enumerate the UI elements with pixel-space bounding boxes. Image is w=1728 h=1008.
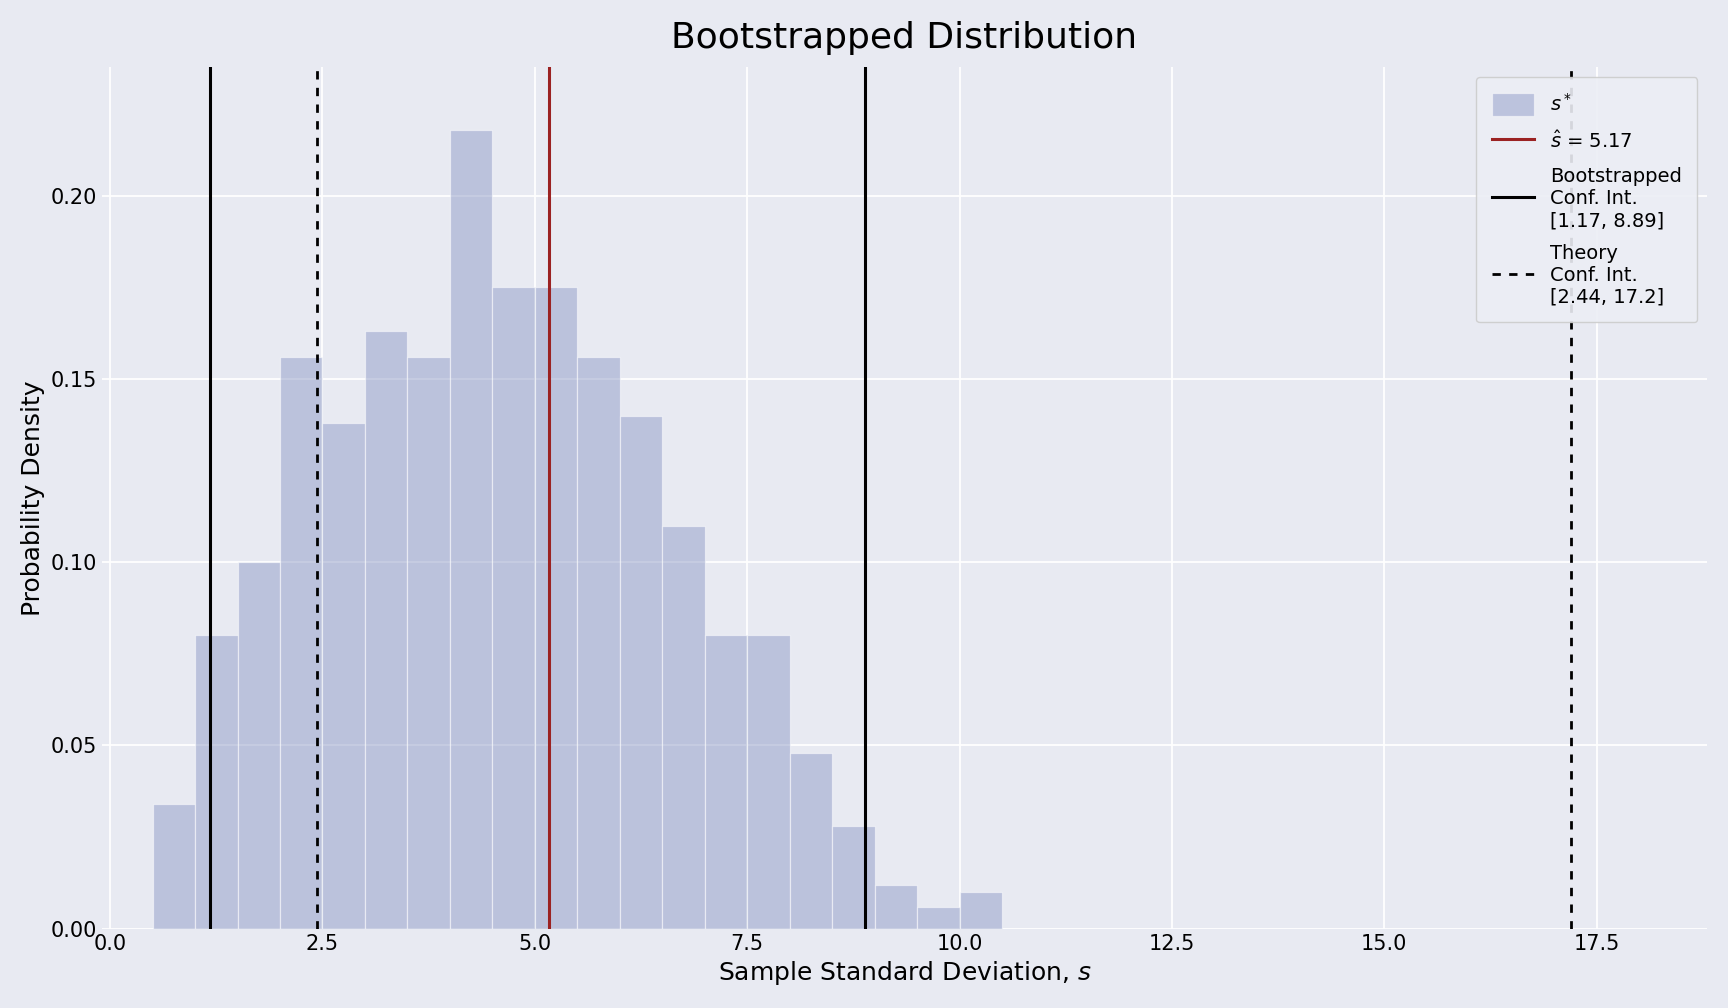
Bar [449,130,492,928]
Bar [874,885,918,928]
Bar [237,562,280,928]
Bar [323,423,365,928]
Legend: $s^*$, $\hat{s}$ = 5.17, Bootstrapped
Conf. Int.
[1.17, 8.89], Theory
Conf. Int.: $s^*$, $\hat{s}$ = 5.17, Bootstrapped Co… [1476,77,1697,323]
Bar [790,753,833,928]
Bar [152,804,195,928]
Y-axis label: Probability Density: Probability Density [21,380,45,616]
Bar [577,357,620,928]
Bar [280,357,323,928]
Bar [365,332,408,928]
Bar [195,635,237,928]
Bar [705,635,746,928]
Bar [833,827,874,928]
Bar [959,892,1002,928]
Bar [662,525,705,928]
Title: Bootstrapped Distribution: Bootstrapped Distribution [672,21,1137,54]
Bar [620,415,662,928]
X-axis label: Sample Standard Deviation, $s$: Sample Standard Deviation, $s$ [717,960,1092,987]
Bar [918,907,959,928]
Bar [492,287,536,928]
Bar [408,357,449,928]
Bar [746,635,790,928]
Bar [536,287,577,928]
